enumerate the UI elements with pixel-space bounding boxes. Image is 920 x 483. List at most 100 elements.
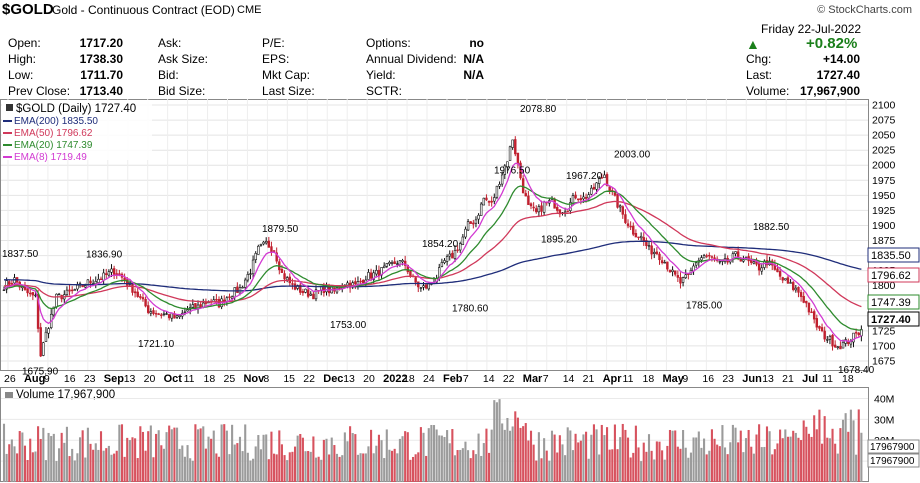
price-candle — [301, 290, 305, 294]
volume-bar — [650, 450, 653, 482]
quote-value-4-0: +14.00 — [822, 52, 860, 66]
price-candle — [385, 263, 389, 267]
volume-bar — [516, 417, 519, 482]
price-candle — [626, 223, 630, 227]
volume-bar — [626, 437, 630, 482]
volume-bar — [836, 453, 839, 482]
volume-bar — [409, 459, 412, 482]
price-candle — [794, 287, 798, 291]
x-tick-label: Feb — [443, 373, 463, 385]
legend-price-icon — [6, 104, 13, 111]
price-candle — [616, 193, 619, 208]
price-candle — [280, 269, 284, 273]
price-candle — [136, 291, 139, 297]
volume-bar — [545, 450, 548, 482]
price-candle — [146, 305, 150, 313]
volume-bar — [692, 437, 695, 482]
price-annotation: 2078.80 — [520, 104, 557, 115]
price-candle — [133, 291, 137, 294]
right-value-box — [867, 267, 920, 283]
volume-bar — [498, 399, 501, 482]
price-candle — [160, 314, 163, 316]
price-candle — [8, 281, 11, 285]
volume-bar — [68, 456, 71, 482]
y-tick-label: 1725 — [872, 325, 896, 337]
volume-bar — [752, 453, 755, 482]
price-candle — [529, 203, 533, 207]
price-candle — [251, 259, 255, 275]
volume-bar — [794, 432, 797, 482]
price-annotation: 1785.00 — [686, 301, 723, 312]
volume-bar — [776, 443, 779, 482]
volume-bar — [569, 430, 572, 482]
volume-icon — [5, 392, 13, 399]
price-candle — [375, 270, 378, 275]
price-candle — [453, 250, 457, 259]
volume-bar — [802, 420, 805, 482]
volume-bar — [359, 453, 362, 482]
price-candle — [5, 280, 8, 290]
volume-bar — [34, 451, 37, 482]
volume-bar — [456, 450, 459, 482]
volume-bar — [839, 428, 842, 482]
volume-bar — [527, 440, 530, 482]
x-tick-label: 24 — [423, 373, 435, 385]
volume-bar — [13, 446, 16, 482]
volume-bar — [123, 456, 126, 482]
volume-bar — [354, 434, 357, 482]
price-candle — [781, 277, 784, 281]
volume-bar — [773, 449, 776, 482]
price-candle — [382, 265, 386, 269]
volume-bar — [532, 444, 535, 482]
volume-bar — [543, 438, 546, 482]
volume-bar — [330, 437, 333, 482]
volume-bar — [422, 432, 425, 482]
quote-date: Friday 22-Jul-2022 — [761, 22, 862, 36]
price-candle — [419, 287, 423, 289]
y-tick-label: 2075 — [872, 115, 896, 127]
y-tick-label: 1975 — [872, 175, 896, 187]
price-candle — [102, 272, 105, 281]
volume-bar — [493, 400, 496, 482]
price-candle — [388, 261, 391, 265]
volume-bar — [183, 456, 186, 482]
price-candle — [427, 283, 430, 290]
volume-bar — [99, 431, 103, 482]
volume-bar — [351, 433, 354, 482]
volume-bar — [590, 434, 593, 482]
volume-bar — [280, 444, 283, 482]
volume-bar — [432, 425, 436, 482]
volume-bar — [212, 430, 215, 482]
price-candle — [540, 205, 543, 212]
volume-bar — [587, 458, 590, 482]
price-candle — [621, 206, 624, 215]
price-annotation: 1895.20 — [541, 234, 578, 245]
price-candle — [765, 260, 769, 266]
quote-label-0-1: High: — [8, 52, 37, 66]
volume-bar — [118, 424, 121, 482]
volume-bar — [621, 423, 624, 482]
price-candle — [705, 255, 708, 257]
volume-bar — [196, 429, 200, 482]
quote-label-1-0: Ask: — [158, 36, 182, 50]
quote-label-1-1: Ask Size: — [158, 52, 209, 66]
volume-bar — [744, 438, 748, 482]
price-candle — [99, 278, 103, 281]
right-value-label: 1727.40 — [871, 314, 911, 326]
price-candle — [228, 296, 231, 298]
volume-bar — [178, 448, 181, 482]
volume-bar — [170, 429, 173, 482]
volume-bar — [152, 457, 155, 482]
volume-bar — [708, 450, 711, 482]
volume-bar — [16, 453, 19, 482]
price-candle — [466, 221, 470, 231]
volume-bar — [249, 460, 252, 482]
volume-bar — [629, 457, 632, 482]
x-tick-label: 21 — [583, 373, 595, 385]
price-candle — [459, 243, 462, 251]
volume-bar — [165, 432, 168, 482]
price-candle — [291, 283, 294, 285]
volume-bar — [818, 409, 821, 482]
volume-bar — [480, 455, 483, 482]
volume-value-label: 17967900 — [870, 442, 915, 453]
